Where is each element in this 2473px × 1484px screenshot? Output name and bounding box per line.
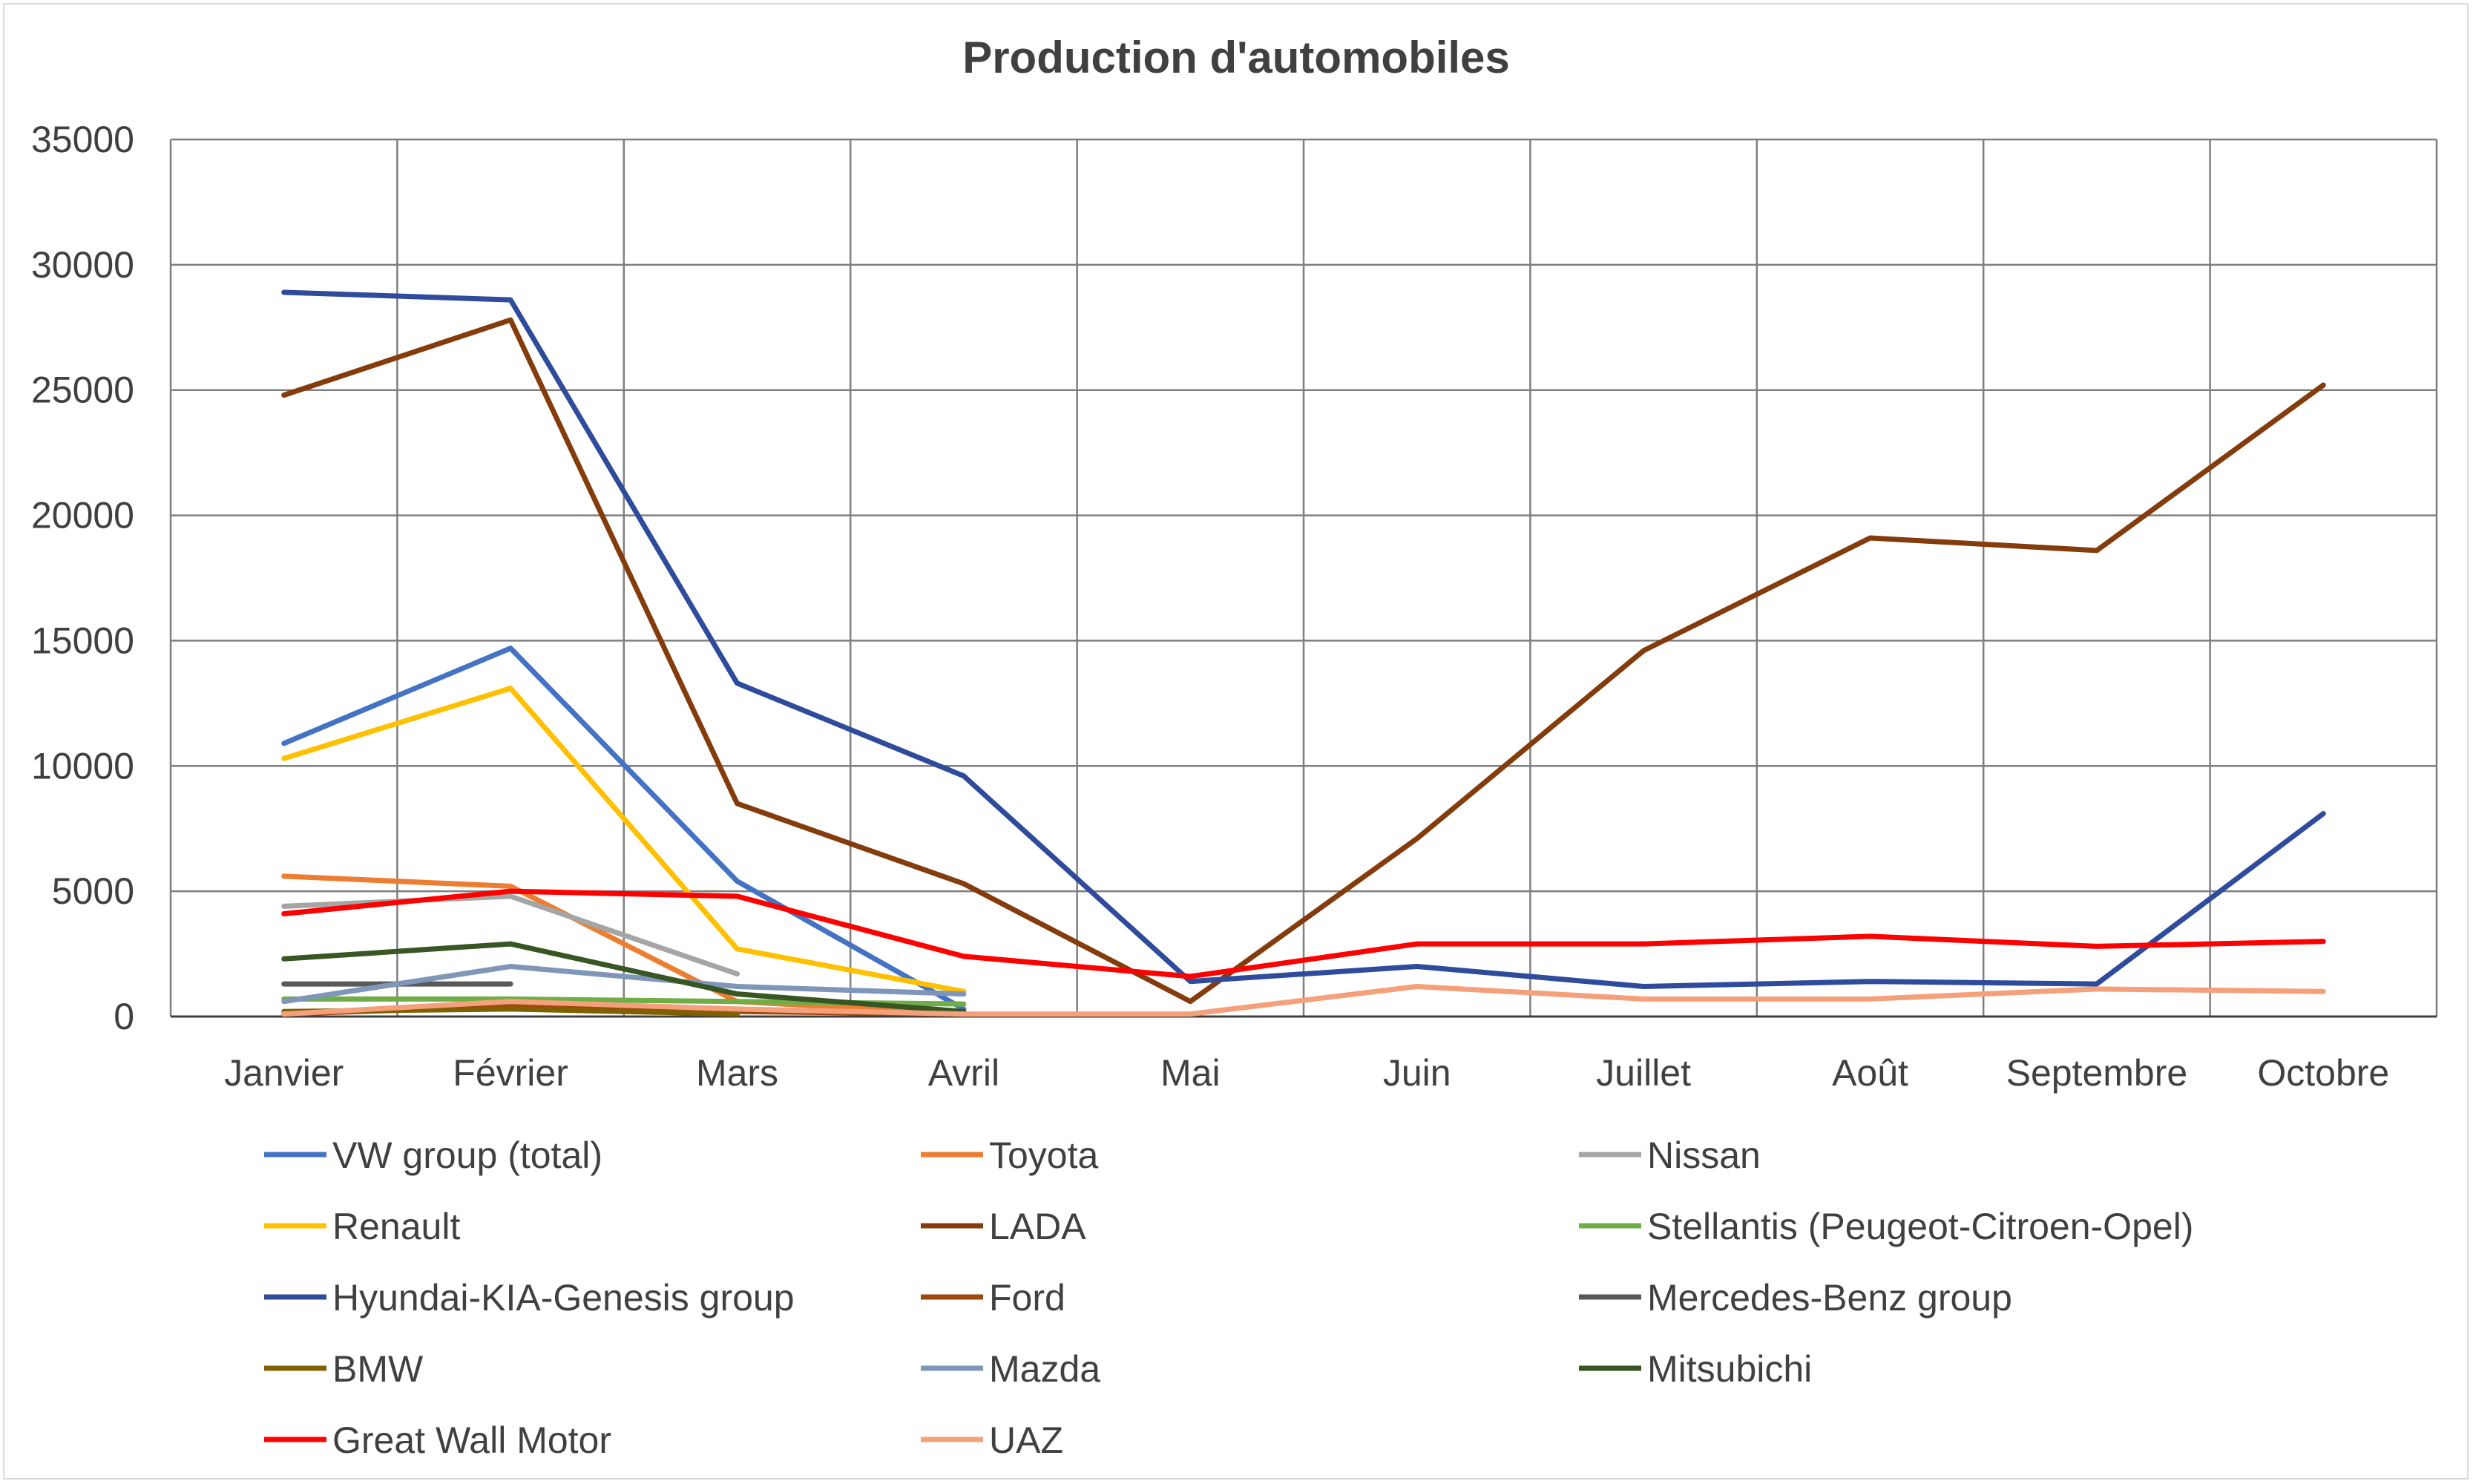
x-tick-label: Août [1832,1052,1908,1094]
x-tick-label: Juin [1383,1052,1451,1094]
series-lines [281,289,2326,1017]
legend-label: LADA [989,1206,1086,1247]
y-tick-label: 0 [114,996,134,1037]
x-axis-ticks: Janvier Février Mars Avril Mai Juin Juillet Aoû… [224,1052,2389,1094]
legend-label: Ford [989,1277,1065,1319]
gridlines [169,138,2438,1018]
series-line-3 [281,686,967,994]
y-tick-label: 5000 [52,870,134,912]
chart-frame: Production d'automobiles 0 5000 10000 15000… [3,3,2469,1480]
y-tick-label: 35000 [31,119,134,160]
legend-label: VW group (total) [332,1135,602,1176]
legend-label: Great Wall Motor [332,1419,611,1461]
legend-label: Toyota [989,1135,1099,1176]
legend: VW group (total) Toyota Nissan Renault LADA S… [264,1135,2193,1461]
legend-label: Mitsubichi [1647,1348,1812,1390]
y-tick-label: 10000 [31,745,134,787]
y-tick-label: 15000 [31,620,134,661]
series-line-13 [281,984,2326,1017]
series-line-2 [281,893,740,977]
legend-label: Nissan [1647,1135,1761,1176]
series-line-0 [281,646,967,1012]
series-line-11 [281,941,967,1014]
legend-label: Hyundai-KIA-Genesis group [332,1277,795,1319]
y-tick-label: 30000 [31,244,134,286]
x-tick-label: Avril [928,1052,999,1094]
legend-label: Renault [332,1206,460,1247]
y-tick-label: 20000 [31,495,134,536]
x-tick-label: Octobre [2257,1052,2389,1094]
x-tick-label: Janvier [224,1052,344,1094]
series-line-4 [281,317,2326,1005]
x-tick-label: Mars [696,1052,778,1094]
series-line-10 [281,964,967,1005]
series-line-6 [281,289,2326,989]
x-tick-label: Mai [1160,1052,1221,1094]
legend-label: Mazda [989,1348,1100,1390]
series-line-12 [281,888,2326,979]
line-chart: Production d'automobiles 0 5000 10000 15000… [31,33,2438,1461]
y-axis-ticks: 0 5000 10000 15000 20000 25000 30000 35000 [31,119,134,1037]
legend-label: BMW [332,1348,424,1390]
x-tick-label: Juillet [1596,1052,1691,1094]
y-tick-label: 25000 [31,370,134,411]
chart-title: Production d'automobiles [962,33,1510,82]
x-tick-label: Septembre [2006,1052,2188,1094]
legend-label: UAZ [989,1419,1063,1461]
series-line-1 [281,873,967,1017]
x-tick-label: Février [453,1052,568,1094]
legend-label: Mercedes-Benz group [1647,1277,2012,1319]
legend-label: Stellantis (Peugeot-Citroen-Opel) [1647,1206,2193,1247]
